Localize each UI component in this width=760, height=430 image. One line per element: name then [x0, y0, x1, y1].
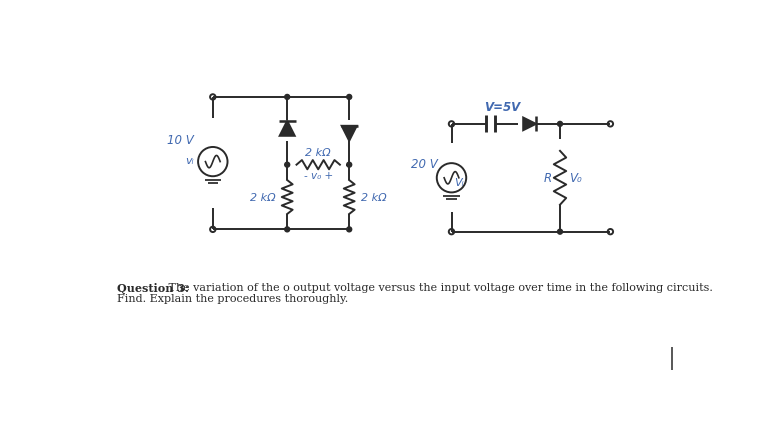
Text: Vᵢ: Vᵢ [454, 177, 464, 187]
Text: V₀: V₀ [569, 172, 582, 185]
Text: 2 kΩ: 2 kΩ [249, 193, 275, 203]
Text: 10 V: 10 V [167, 133, 194, 147]
Polygon shape [280, 122, 295, 136]
Text: R: R [543, 172, 552, 185]
Text: V=5V: V=5V [484, 101, 520, 114]
Circle shape [347, 95, 352, 100]
Text: - v₀ +: - v₀ + [303, 170, 333, 180]
Text: 20 V: 20 V [411, 158, 438, 171]
Text: 2 kΩ: 2 kΩ [361, 193, 387, 203]
Circle shape [347, 227, 352, 232]
Polygon shape [523, 118, 536, 131]
Circle shape [285, 95, 290, 100]
Circle shape [285, 163, 290, 168]
Circle shape [285, 227, 290, 232]
Circle shape [558, 122, 562, 127]
Text: 2 kΩ: 2 kΩ [306, 147, 331, 157]
Text: The variation of the o output voltage versus the input voltage over time in the : The variation of the o output voltage ve… [165, 282, 713, 292]
Circle shape [347, 163, 352, 168]
Circle shape [558, 230, 562, 235]
Polygon shape [342, 126, 356, 141]
Text: Question 3:: Question 3: [117, 282, 188, 293]
Text: vᵢ: vᵢ [185, 156, 194, 166]
Text: Find. Explain the procedures thoroughly.: Find. Explain the procedures thoroughly. [117, 293, 348, 303]
